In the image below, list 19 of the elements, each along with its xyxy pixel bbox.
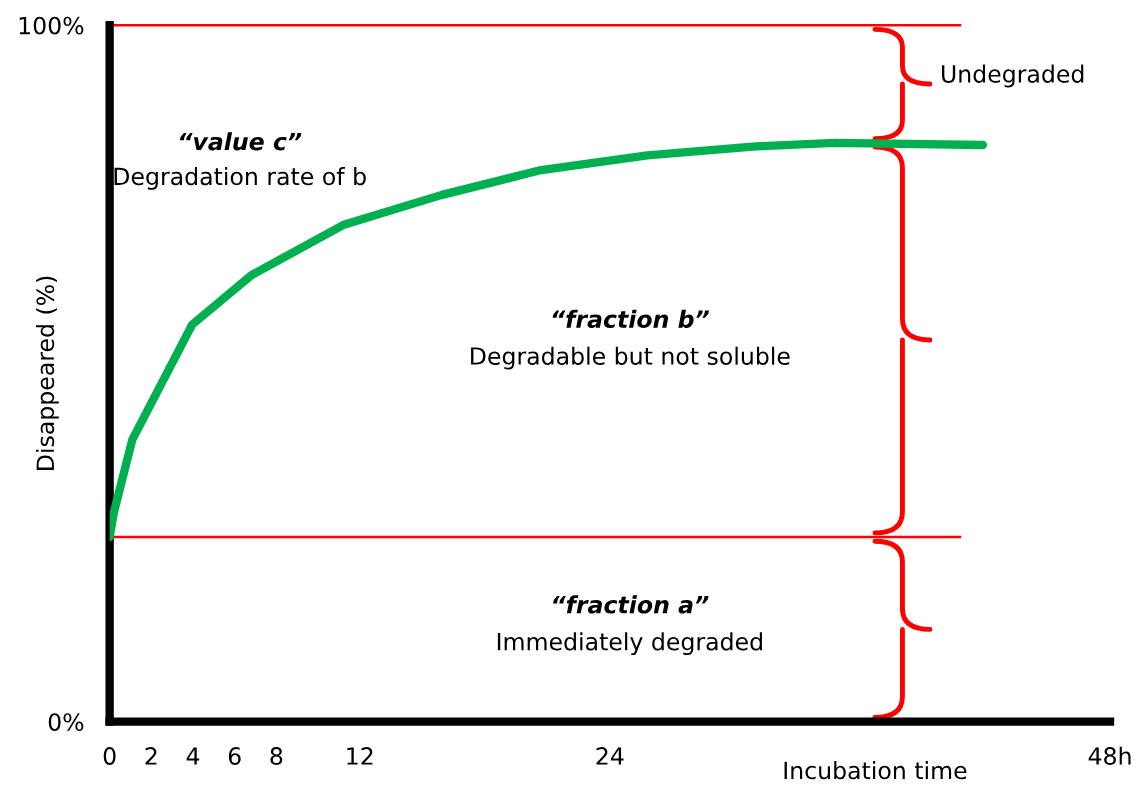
annotation: “value c”: [179, 132, 302, 151]
x-tick-label: 48h: [1088, 746, 1131, 765]
x-tick-label: 6: [228, 747, 241, 765]
annotation: Immediately degraded: [497, 632, 762, 656]
annotation: “fraction a”: [553, 595, 709, 614]
y-tick-label: 0%: [48, 713, 84, 731]
annotation: “fraction b”: [552, 309, 709, 329]
annotation: Degradation rate of b: [114, 166, 366, 190]
x-tick-label: 0: [103, 747, 116, 765]
x-tick-label: 12: [347, 747, 373, 765]
annotation: Undegraded: [942, 64, 1084, 88]
annotation: Degradable but not soluble: [471, 346, 790, 370]
x-tick-label: 2: [145, 747, 157, 765]
x-tick-label: 8: [270, 747, 283, 765]
x-tick-label: 4: [186, 747, 200, 765]
x-axis-title: Incubation time: [784, 761, 967, 780]
y-axis-title: Disappeared (%): [35, 276, 59, 470]
x-tick-label: 24: [596, 747, 624, 765]
y-tick-label: 100%: [19, 16, 84, 35]
